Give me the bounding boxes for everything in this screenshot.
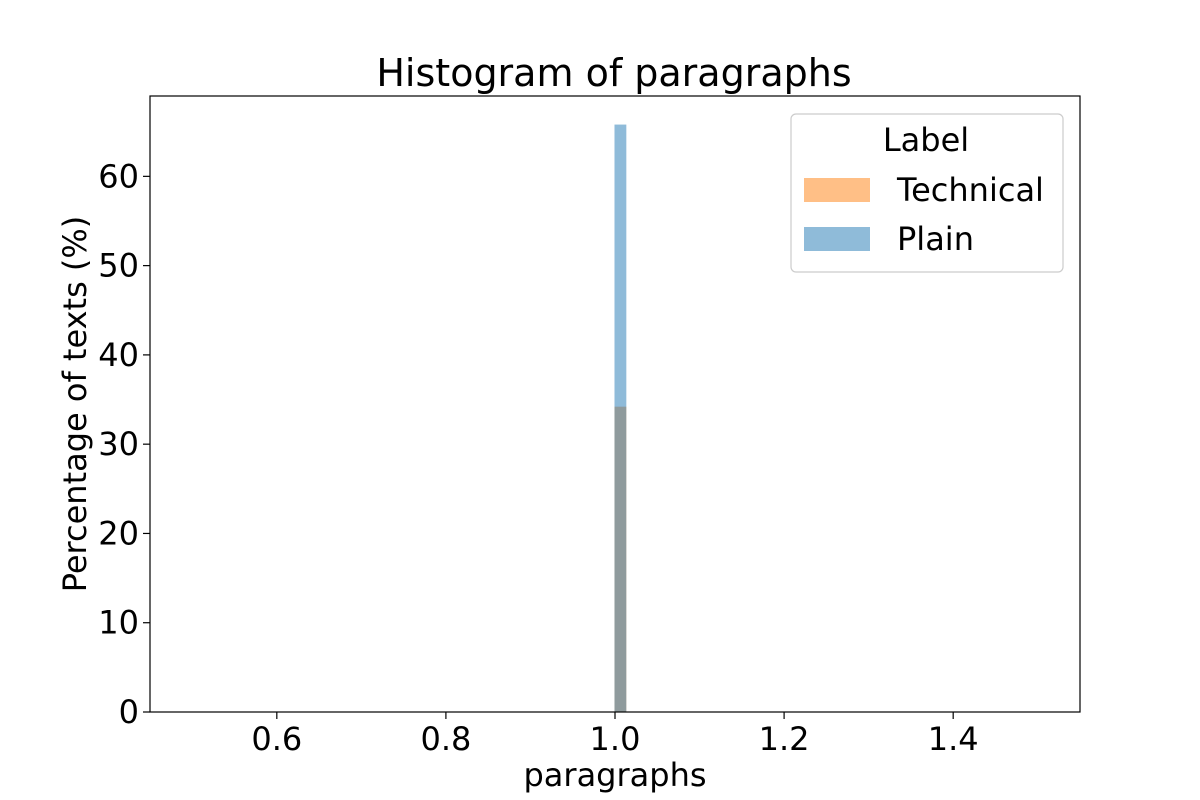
legend-title: Label bbox=[883, 121, 969, 159]
x-axis-label: paragraphs bbox=[523, 756, 706, 794]
bar-plain-0 bbox=[614, 124, 627, 712]
y-tick-label: 40 bbox=[98, 336, 139, 374]
x-tick-label: 1.0 bbox=[590, 720, 641, 758]
x-tick-label: 0.8 bbox=[420, 720, 471, 758]
y-tick-label: 20 bbox=[98, 514, 139, 552]
y-tick-label: 10 bbox=[98, 604, 139, 642]
x-axis-ticks: 0.6 0.8 1.0 1.2 1.4 bbox=[251, 712, 979, 758]
y-axis-label: Percentage of texts (%) bbox=[56, 216, 94, 593]
x-tick-label: 0.6 bbox=[251, 720, 302, 758]
y-tick-label: 0 bbox=[119, 693, 139, 731]
x-tick-label: 1.2 bbox=[759, 720, 810, 758]
legend-swatch-plain bbox=[804, 227, 870, 251]
y-tick-label: 30 bbox=[98, 425, 139, 463]
bars-layer bbox=[614, 124, 627, 712]
legend-label-plain: Plain bbox=[897, 220, 974, 258]
x-tick-label: 1.4 bbox=[928, 720, 979, 758]
legend: Label Technical Plain bbox=[790, 113, 1064, 273]
legend-swatch-technical bbox=[804, 178, 870, 202]
chart-title: Histogram of paragraphs bbox=[376, 51, 851, 95]
y-tick-label: 60 bbox=[98, 157, 139, 195]
legend-label-technical: Technical bbox=[896, 171, 1044, 209]
y-tick-label: 50 bbox=[98, 247, 139, 285]
y-axis-ticks: 0 10 20 30 40 50 60 bbox=[98, 157, 150, 731]
